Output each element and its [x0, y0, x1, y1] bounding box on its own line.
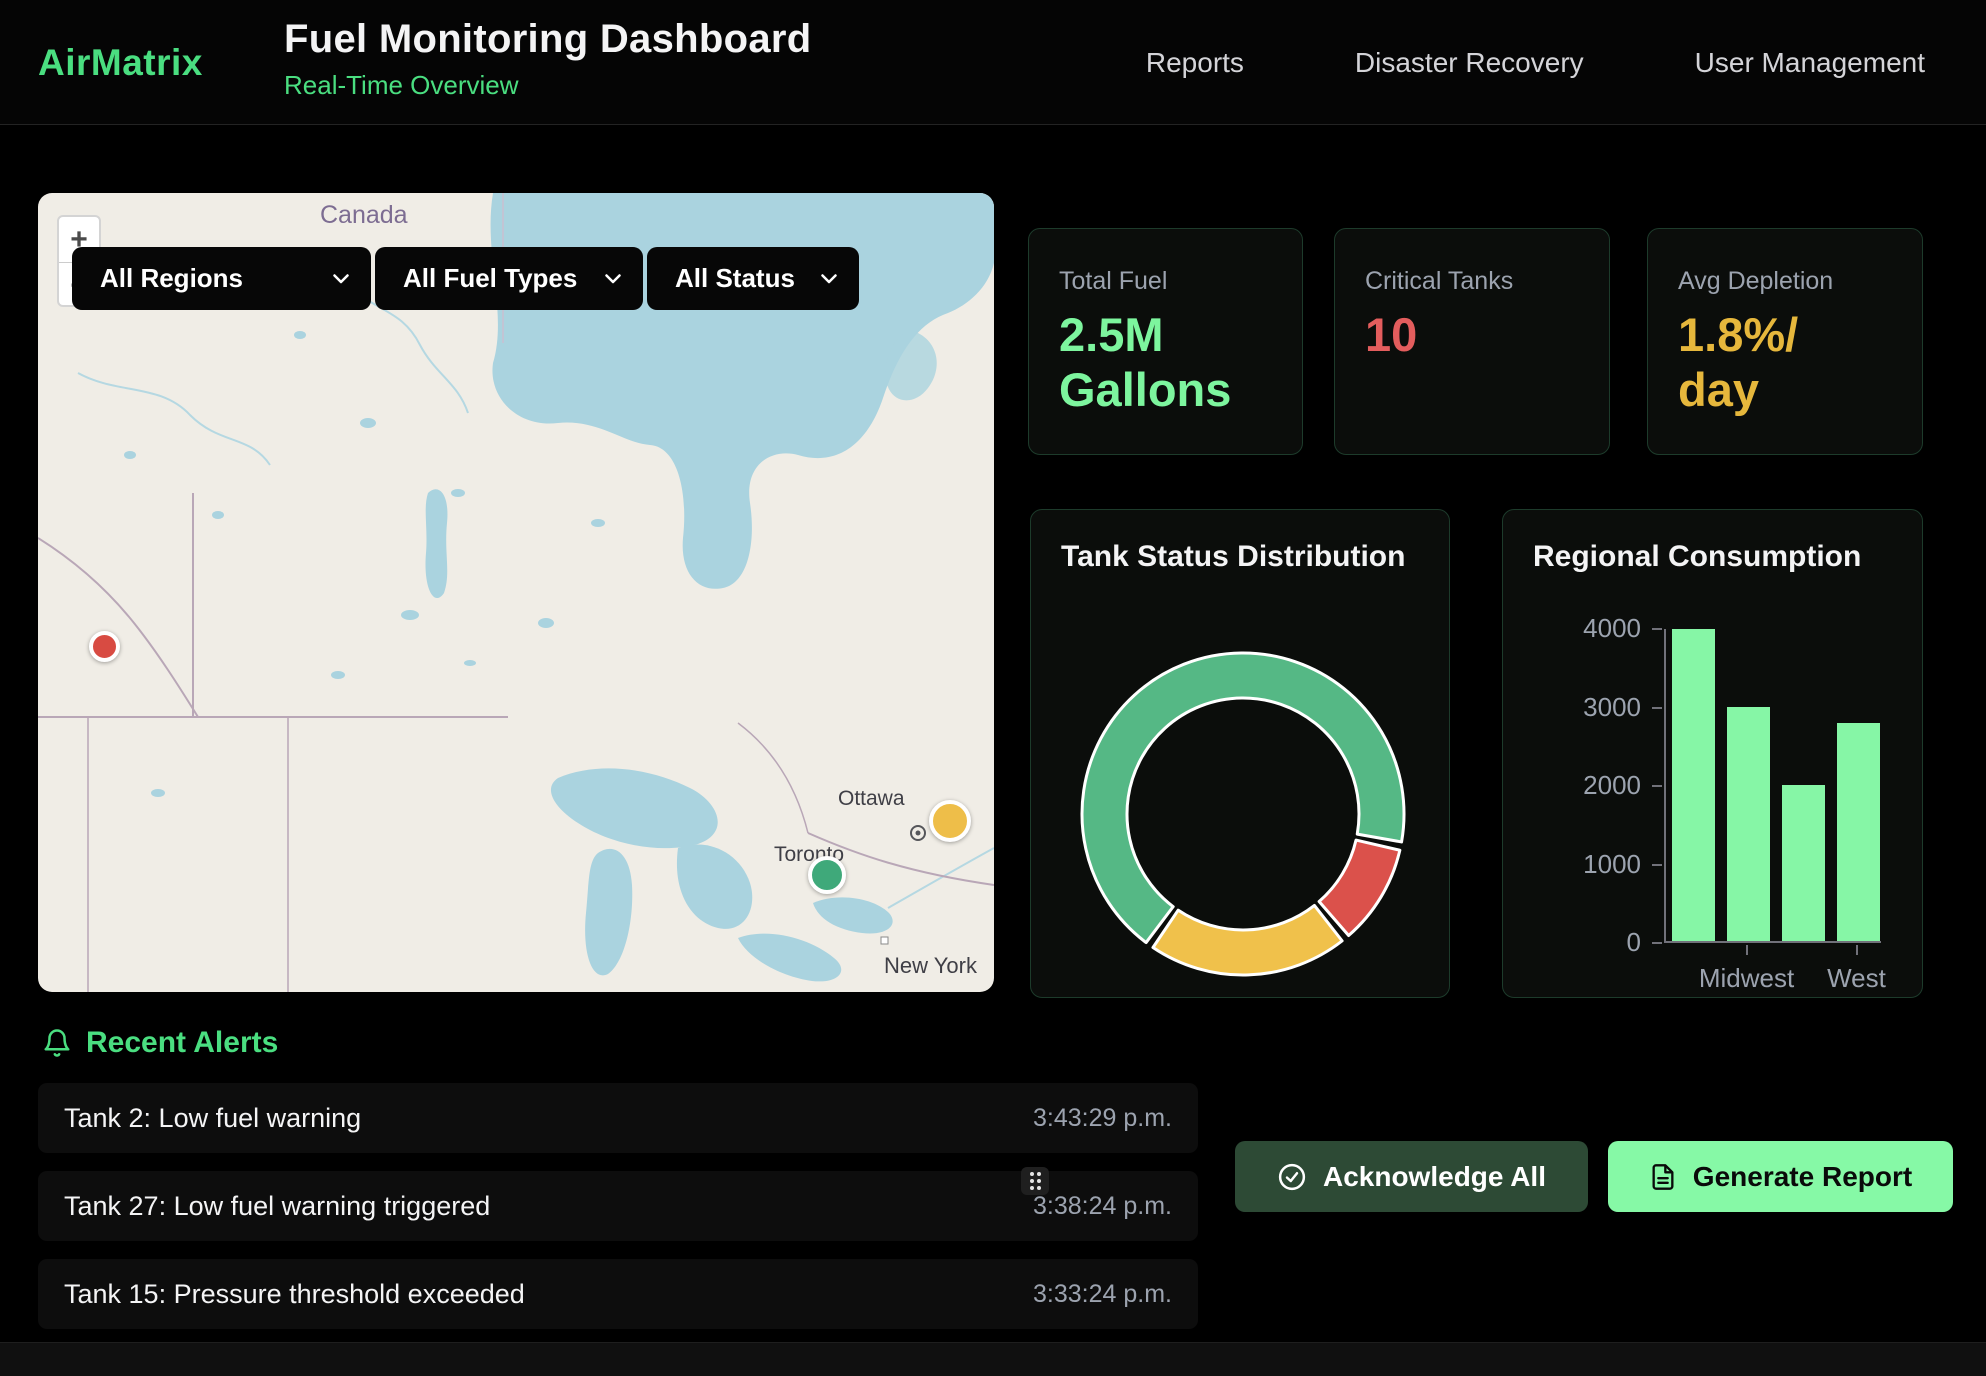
y-axis-tick-label: 4000	[1583, 613, 1641, 643]
page-subtitle: Real-Time Overview	[284, 70, 519, 100]
check-circle-icon	[1278, 1163, 1306, 1190]
alert-time: 3:33:24 p.m.	[1033, 1279, 1172, 1308]
stat-card-total-fuel: Total Fuel 2.5M Gallons	[1028, 228, 1303, 455]
y-axis-tick-label: 3000	[1583, 691, 1641, 722]
status-filter-value: All Status	[675, 263, 795, 293]
generate-report-label: Generate Report	[1692, 1160, 1913, 1192]
chevron-down-icon	[821, 273, 837, 283]
title-block: Fuel Monitoring Dashboard Real-Time Over…	[284, 17, 811, 101]
consumption-bar	[1782, 785, 1825, 941]
stat-label: Total Fuel	[1059, 267, 1168, 295]
map-geography	[38, 193, 994, 992]
y-axis-tick-label: 2000	[1583, 770, 1641, 800]
nav-user-management[interactable]: User Management	[1694, 46, 1925, 78]
alert-time: 3:43:29 p.m.	[1033, 1103, 1172, 1132]
donut-segment-warning	[1151, 903, 1344, 977]
region-filter-value: All Regions	[100, 263, 244, 293]
recent-alerts-title: Recent Alerts	[86, 1026, 279, 1059]
tank-status-distribution-card: Tank Status Distribution	[1030, 509, 1450, 998]
x-axis-tick-label: Midwest	[1698, 963, 1795, 993]
x-axis-tick-label: West	[1827, 963, 1886, 993]
acknowledge-all-button[interactable]: Acknowledge All	[1235, 1141, 1588, 1212]
recent-alerts-heading: Recent Alerts	[42, 1026, 278, 1060]
consumption-bar	[1837, 722, 1880, 941]
top-header: AirMatrix Fuel Monitoring Dashboard Real…	[0, 0, 1986, 125]
bell-icon	[44, 1029, 70, 1057]
nav-reports[interactable]: Reports	[1145, 46, 1244, 78]
main-nav: Reports Disaster Recovery User Managemen…	[1146, 0, 1925, 125]
alert-text: Tank 15: Pressure threshold exceeded	[64, 1278, 525, 1309]
stat-card-avg-depletion: Avg Depletion 1.8%/ day	[1647, 228, 1923, 455]
map-filter-bar: All Regions All Fuel Types All Status	[38, 247, 994, 310]
fuel-type-filter-value: All Fuel Types	[403, 263, 578, 293]
chevron-down-icon	[333, 273, 349, 283]
stat-label: Avg Depletion	[1678, 267, 1834, 295]
alert-row: Tank 2: Low fuel warning 3:43:29 p.m.	[38, 1083, 1198, 1153]
alert-row: Tank 15: Pressure threshold exceeded 3:3…	[38, 1259, 1198, 1329]
chevron-down-icon	[605, 273, 621, 283]
consumption-bar	[1727, 707, 1770, 941]
alert-time: 3:38:24 p.m.	[1033, 1191, 1172, 1220]
bar-chart-title: Regional Consumption	[1533, 540, 1862, 573]
regional-consumption-card: Regional Consumption 0 1000 2000 3000 4000 Mi…	[1502, 509, 1923, 998]
stat-card-critical-tanks: Critical Tanks 10	[1334, 228, 1610, 455]
brand-logo: AirMatrix	[38, 41, 203, 83]
page-title: Fuel Monitoring Dashboard	[284, 17, 812, 61]
acknowledge-all-label: Acknowledge All	[1322, 1160, 1546, 1192]
donut-segment-critical	[1317, 838, 1402, 938]
tank-marker-critical[interactable]	[89, 631, 120, 662]
regional-consumption-bar-chart	[1664, 629, 1881, 943]
stat-value-line: Gallons	[1059, 362, 1232, 416]
alert-row: Tank 27: Low fuel warning triggered 3:38…	[38, 1171, 1198, 1241]
bottom-strip	[0, 1342, 1986, 1376]
stat-value-line: 1.8%/	[1678, 308, 1799, 361]
nav-disaster-recovery[interactable]: Disaster Recovery	[1354, 46, 1584, 78]
alert-text: Tank 27: Low fuel warning triggered	[64, 1190, 491, 1221]
generate-report-button[interactable]: Generate Report	[1608, 1141, 1953, 1212]
alert-text: Tank 2: Low fuel warning	[64, 1102, 362, 1133]
consumption-bar	[1672, 629, 1715, 941]
stat-value-line: day	[1678, 362, 1759, 416]
fuel-type-filter-select[interactable]: All Fuel Types	[375, 247, 643, 310]
stat-value-line: 2.5M	[1059, 308, 1164, 361]
tank-marker-normal[interactable]	[808, 856, 846, 894]
tank-marker-warning[interactable]	[929, 800, 971, 842]
document-icon	[1652, 1163, 1674, 1190]
map-resize-handle-icon[interactable]	[1021, 1167, 1049, 1195]
donut-chart-title: Tank Status Distribution	[1061, 540, 1406, 573]
stat-value-line: 10	[1365, 308, 1418, 361]
tank-status-donut-chart	[1080, 651, 1406, 977]
donut-segment-normal	[1080, 651, 1406, 945]
region-filter-select[interactable]: All Regions	[72, 247, 371, 310]
y-axis-tick-label: 1000	[1583, 848, 1641, 879]
y-axis-tick-label: 0	[1626, 927, 1641, 957]
stat-label: Critical Tanks	[1365, 267, 1514, 295]
status-filter-select[interactable]: All Status	[647, 247, 859, 310]
fuel-map[interactable]: Canada Ottawa Toronto New York + − All R…	[38, 193, 994, 992]
